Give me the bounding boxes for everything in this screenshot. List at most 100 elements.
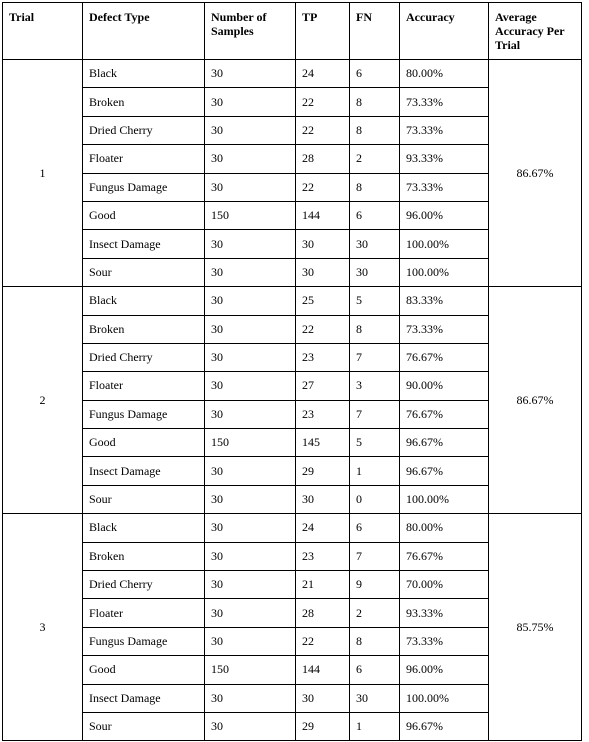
samples-cell: 30 [204,399,296,430]
samples-cell: 30 [204,626,296,657]
tp-cell: 22 [295,172,350,202]
accuracy-cell: 90.00% [399,371,489,401]
table-body: 1 Black 30 24 6 80.00% 86.67% Broken 30 22 8 73.33%… [2,58,582,742]
samples-cell: 30 [204,286,296,316]
table-row: Good 150 144 6 96.00% [3,200,582,231]
defect-type-cell: Dried Cherry [82,115,205,146]
accuracy-cell: 96.00% [399,655,489,685]
table-row: Insect Damage 30 30 30 100.00% [3,683,582,713]
tp-cell: 30 [295,257,350,288]
defect-type-cell: Good [82,428,205,458]
defect-type-cell: Floater [82,144,205,174]
trial-number-cell: 1 [2,58,83,288]
samples-cell: 30 [204,598,296,628]
trial-number-cell: 2 [2,286,83,515]
tp-cell: 28 [295,144,350,174]
samples-cell: 30 [204,229,296,259]
samples-cell: 30 [204,683,296,713]
defect-type-cell: Sour [82,711,205,742]
fn-cell: 2 [349,144,400,174]
samples-cell: 30 [204,58,296,89]
samples-cell: 30 [204,371,296,401]
fn-cell: 7 [349,342,400,373]
trial-number-cell: 3 [2,513,83,742]
table-row: Sour 30 29 1 96.67% [3,711,582,742]
table-row: 3 Black 30 24 6 80.00% 85.75% [2,513,582,742]
tp-cell: 23 [295,342,350,373]
tp-cell: 27 [295,371,350,401]
fn-cell: 1 [349,456,400,486]
fn-cell: 5 [349,286,400,316]
table-row: Good 150 145 5 96.67% [3,428,582,458]
accuracy-cell: 96.67% [399,428,489,458]
fn-cell: 9 [349,570,400,600]
accuracy-cell: 83.33% [399,286,489,316]
table-row: Fungus Damage 30 22 8 73.33% [3,626,582,657]
accuracy-cell: 96.67% [399,456,489,486]
average-accuracy-cell: 86.67% [488,286,582,515]
table-row: Floater 30 27 3 90.00% [3,371,582,401]
table-row: Floater 30 28 2 93.33% [3,598,582,628]
defect-type-cell: Insect Damage [82,456,205,486]
defect-type-cell: Broken [82,541,205,572]
defect-type-cell: Broken [82,314,205,344]
defect-type-cell: Good [82,655,205,685]
samples-cell: 30 [204,513,296,543]
accuracy-cell: 70.00% [399,570,489,600]
tp-cell: 22 [295,87,350,117]
tp-cell: 29 [295,711,350,742]
tp-cell: 145 [295,428,350,458]
samples-cell: 30 [204,570,296,600]
samples-cell: 30 [204,314,296,344]
accuracy-cell: 80.00% [399,513,489,543]
samples-cell: 30 [204,87,296,117]
accuracy-cell: 100.00% [399,484,489,515]
fn-cell: 3 [349,371,400,401]
fn-cell: 1 [349,711,400,742]
accuracy-cell: 73.33% [399,115,489,146]
samples-cell: 30 [204,115,296,146]
accuracy-cell: 96.67% [399,711,489,742]
samples-cell: 150 [204,428,296,458]
samples-cell: 30 [204,172,296,202]
fn-cell: 7 [349,541,400,572]
accuracy-cell: 100.00% [399,257,489,288]
samples-cell: 30 [204,144,296,174]
fn-cell: 6 [349,200,400,231]
tp-cell: 24 [295,58,350,89]
accuracy-cell: 76.67% [399,342,489,373]
fn-cell: 30 [349,683,400,713]
tp-cell: 23 [295,541,350,572]
defect-type-cell: Dried Cherry [82,570,205,600]
table-row: Fungus Damage 30 22 8 73.33% [3,172,582,202]
header-defect-type: Defect Type [82,2,205,60]
tp-cell: 144 [295,200,350,231]
accuracy-cell: 80.00% [399,58,489,89]
tp-cell: 30 [295,229,350,259]
accuracy-cell: 93.33% [399,144,489,174]
accuracy-cell: 73.33% [399,172,489,202]
accuracy-cell: 73.33% [399,314,489,344]
fn-cell: 2 [349,598,400,628]
fn-cell: 8 [349,314,400,344]
accuracy-cell: 73.33% [399,87,489,117]
accuracy-cell: 76.67% [399,399,489,430]
fn-cell: 8 [349,115,400,146]
defect-type-cell: Fungus Damage [82,172,205,202]
tp-cell: 28 [295,598,350,628]
tp-cell: 30 [295,484,350,515]
defect-type-cell: Black [82,286,205,316]
tp-cell: 29 [295,456,350,486]
tp-cell: 144 [295,655,350,685]
table-row: Broken 30 22 8 73.33% [3,87,582,117]
defect-type-cell: Floater [82,371,205,401]
accuracy-cell: 93.33% [399,598,489,628]
table-header: Trial Defect Type Number of Samples TP F… [2,2,582,60]
header-number-of-samples: Number of Samples [204,2,296,60]
fn-cell: 8 [349,172,400,202]
defect-type-cell: Broken [82,87,205,117]
fn-cell: 6 [349,513,400,543]
average-accuracy-cell: 85.75% [488,513,582,742]
tp-cell: 25 [295,286,350,316]
